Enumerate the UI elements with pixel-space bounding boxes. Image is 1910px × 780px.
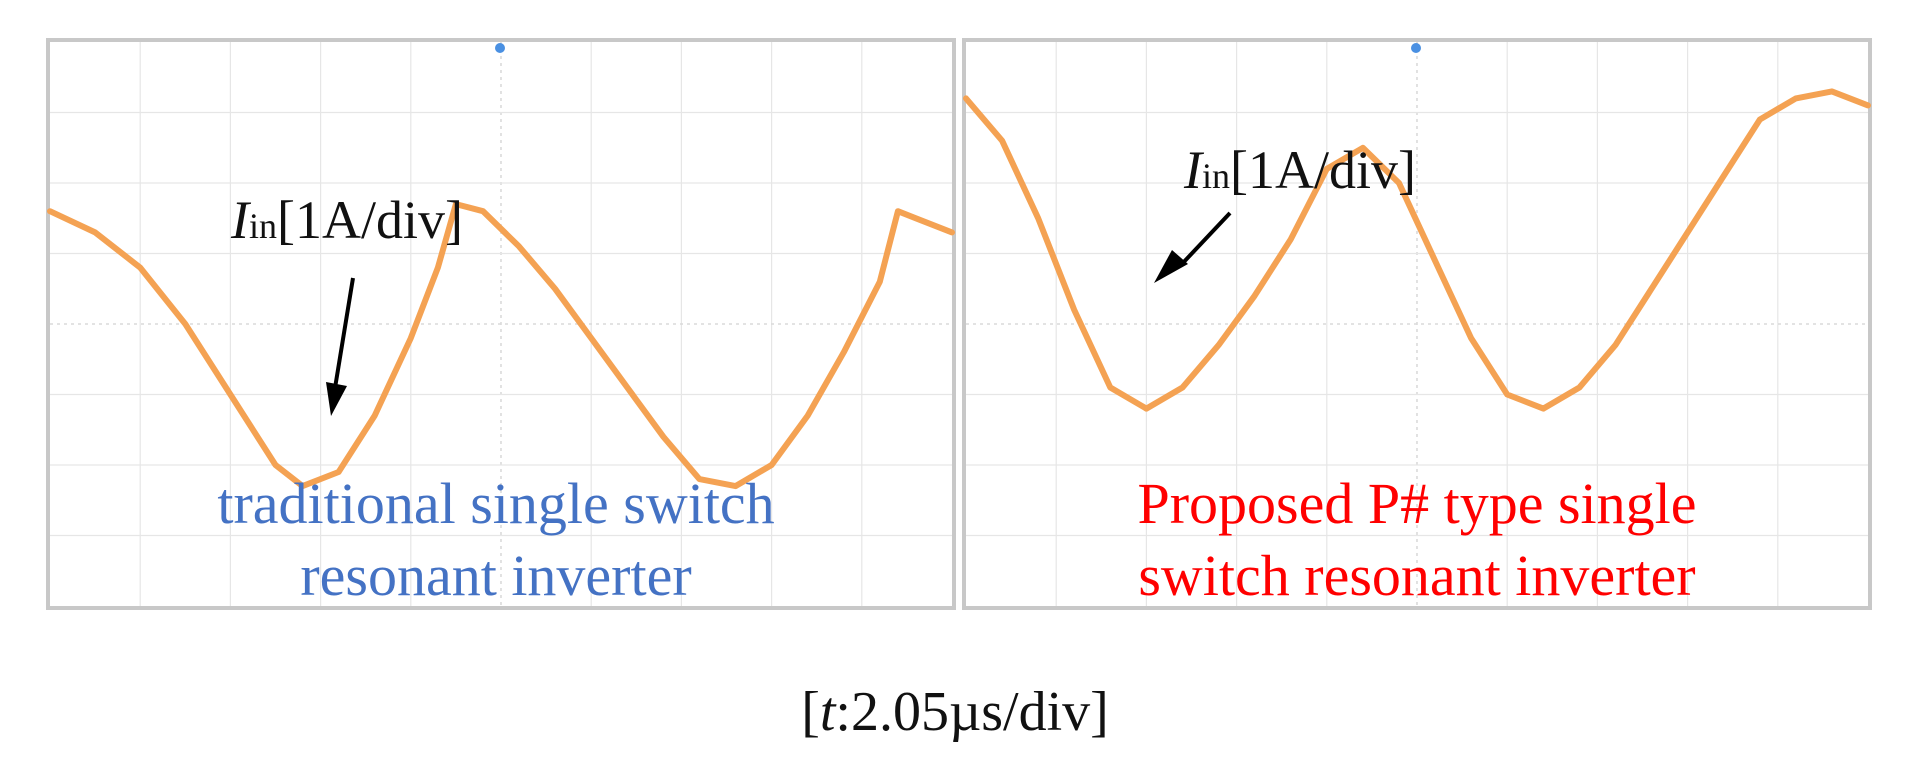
caption-right-line2: switch resonant inverter xyxy=(1138,543,1695,608)
annotation-symbol: I xyxy=(230,190,252,250)
waveform-panel-right: Iin[1A/div] Proposed P# type single swit… xyxy=(962,38,1872,610)
timebase-symbol: t xyxy=(819,681,836,743)
caption-left-line2: resonant inverter xyxy=(300,543,691,608)
trigger-marker-left xyxy=(495,43,505,53)
annotation-scale: [1A/div] xyxy=(277,190,463,250)
current-trace-right xyxy=(963,88,1871,412)
waveform-panel-left: Iin[1A/div] traditional single switch re… xyxy=(46,38,956,610)
annotation-right: Iin[1A/div] xyxy=(1154,140,1416,283)
annotation-arrow-left xyxy=(333,277,355,389)
panel-frame-left xyxy=(46,38,956,610)
trigger-marker-right xyxy=(1411,43,1421,53)
annotation-label-right: Iin[1A/div] xyxy=(1183,140,1416,200)
annotation-arrow-right xyxy=(1178,211,1232,268)
grid-left xyxy=(50,42,952,606)
annotation-arrowhead-right xyxy=(1154,250,1188,283)
annotation-arrowhead-left xyxy=(326,382,347,416)
annotation-subscript: in xyxy=(1202,156,1230,196)
panel-frame-right xyxy=(962,38,1872,610)
annotation-scale: [1A/div] xyxy=(1230,140,1416,200)
caption-left-line1: traditional single switch xyxy=(217,471,774,536)
annotation-subscript: in xyxy=(249,206,277,246)
annotation-label-left: Iin[1A/div] xyxy=(230,190,463,250)
annotation-symbol: I xyxy=(1183,140,1205,200)
current-trace-left xyxy=(47,201,955,490)
annotation-left: Iin[1A/div] xyxy=(230,190,463,416)
timebase-label: [t:2.05µs/div] xyxy=(801,681,1109,743)
caption-right-line1: Proposed P# type single xyxy=(1137,471,1696,536)
